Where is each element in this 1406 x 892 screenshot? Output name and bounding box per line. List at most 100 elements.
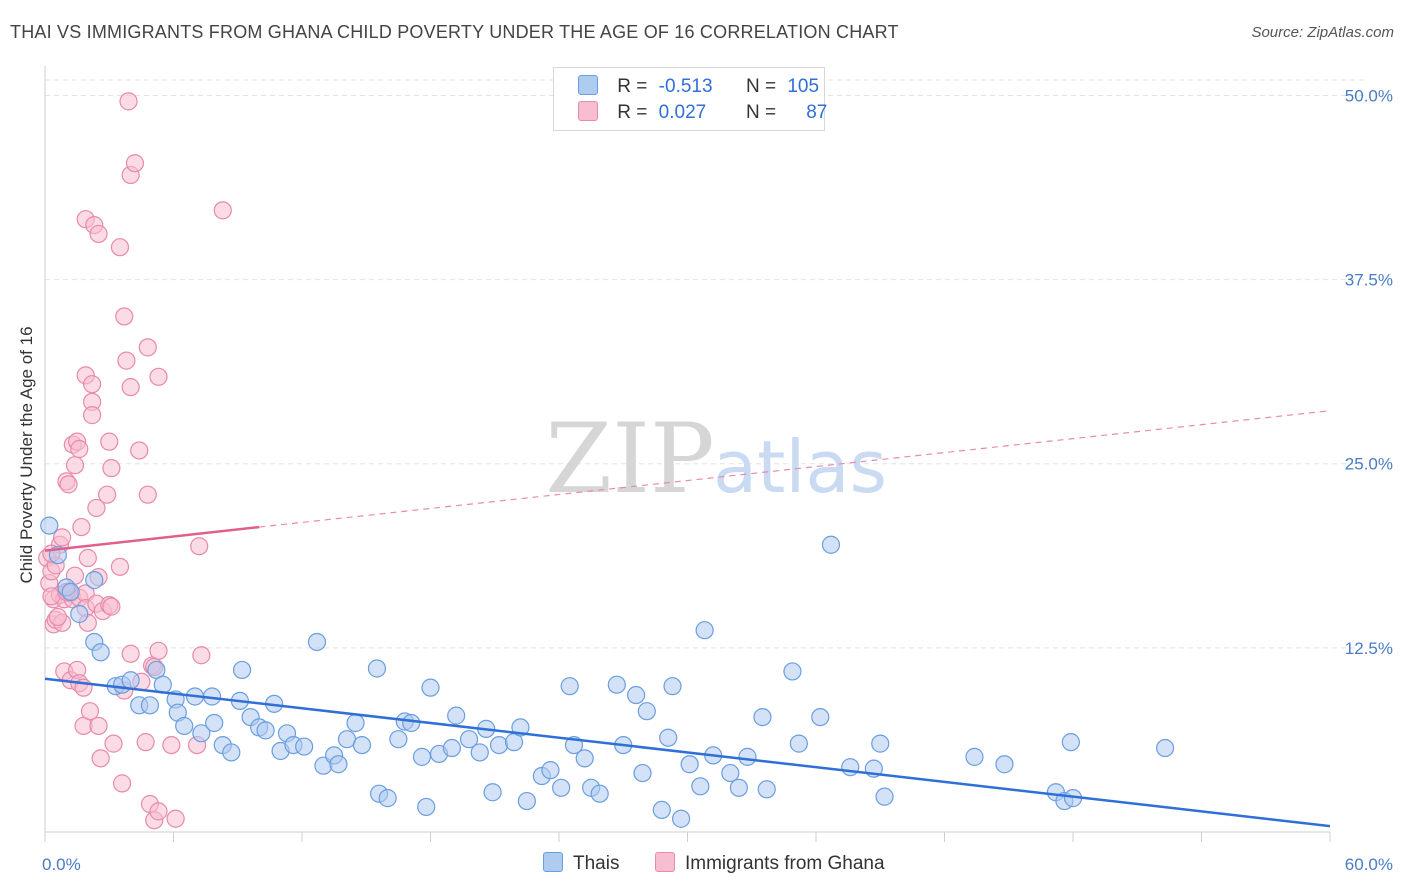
x-tick-label: 60.0% [1345,855,1393,874]
data-point [470,743,489,762]
data-point [295,737,314,756]
data-point [637,702,656,721]
data-point [256,721,275,740]
data-point [402,713,421,733]
data-point [965,747,984,766]
ghana-label: Immigrants from Ghana [685,853,885,874]
legend-r-value: -0.513 [658,76,713,97]
data-point [119,92,138,111]
legend-r-label: R = [617,76,648,97]
data-point [121,378,140,397]
data-point [87,498,106,518]
data-point [53,528,72,547]
legend-swatch-thais [578,75,598,95]
data-point [389,730,408,749]
data-point [232,660,252,680]
thais-swatch [543,852,563,872]
data-point [421,678,440,697]
legend-n-value: 87 [806,102,828,123]
axes [44,66,1331,842]
y-tick-label: 25.0% [1345,455,1393,474]
data-point [89,224,108,244]
tick-labels: 12.5% 25.0% 37.5% 50.0% 0.0% 60.0% [42,86,1393,874]
bottom-legend-thais[interactable]: Thais [543,852,619,875]
grid-lines [45,79,1365,649]
data-point [100,432,119,451]
trend-line-thais [44,677,1331,828]
data-point [447,706,466,725]
data-point [70,439,89,459]
data-point [48,607,67,627]
trend-line-ghana [44,525,260,552]
data-point [205,713,224,733]
data-point [166,809,185,828]
data-point [412,747,432,766]
data-point [789,734,808,753]
data-point [115,307,134,326]
data-point [633,763,652,783]
data-point [721,763,740,783]
data-point [140,696,160,715]
legend-swatch-ghana [578,101,598,121]
data-point [70,604,89,624]
data-point [575,749,594,768]
thais-label: Thais [573,853,620,874]
chart-title: THAI VS IMMIGRANTS FROM GHANA CHILD POVE… [10,22,899,42]
data-point [729,778,749,797]
data-point [85,571,104,590]
data-point [61,582,80,601]
data-point [442,738,462,758]
y-axis-title: Child Poverty Under the Age of 16 [17,326,36,583]
data-point [59,475,78,494]
data-point [83,375,102,394]
data-point [149,802,168,821]
legend-r-value: 0.027 [658,102,707,123]
data-point [417,797,436,817]
data-point [102,459,121,478]
data-point [552,778,571,797]
data-point [138,485,157,504]
watermark-zip: ZIP [545,403,714,515]
data-point [175,716,194,736]
x-tick-label: 0.0% [42,855,81,874]
data-point [811,707,830,727]
data-point [663,677,682,696]
data-point [757,780,776,799]
watermark: ZIP atlas [545,403,887,515]
data-point [875,787,894,806]
data-point [190,537,209,556]
data-point [607,675,626,694]
data-point [871,734,890,753]
legend-r-label: R = [617,102,648,123]
data-point [104,734,123,753]
data-point [378,789,397,808]
series-ghana-points [38,92,232,830]
data-point [162,735,181,755]
data-point [222,743,241,762]
data-point [517,791,536,811]
data-point [213,201,232,220]
data-point [110,557,130,576]
data-point [192,646,211,665]
data-point [117,351,136,370]
data-point [192,724,211,743]
trend-lines [44,410,1331,828]
data-point [560,677,579,696]
data-point [695,621,714,640]
watermark-atlas: atlas [713,425,887,509]
data-point [841,758,860,777]
data-point [995,755,1014,774]
data-point [753,707,772,727]
data-point [352,735,372,755]
legend-n-label: N = [745,102,777,123]
data-point [125,154,145,173]
data-point [489,735,509,755]
bottom-legend-ghana[interactable]: Immigrants from Ghana [655,852,885,875]
data-point [91,643,110,662]
data-point [102,597,121,616]
data-point [483,783,502,802]
data-point [738,747,757,766]
data-point [783,662,802,681]
legend-row-ghana: R = 0.027 N = 87 [578,101,827,125]
